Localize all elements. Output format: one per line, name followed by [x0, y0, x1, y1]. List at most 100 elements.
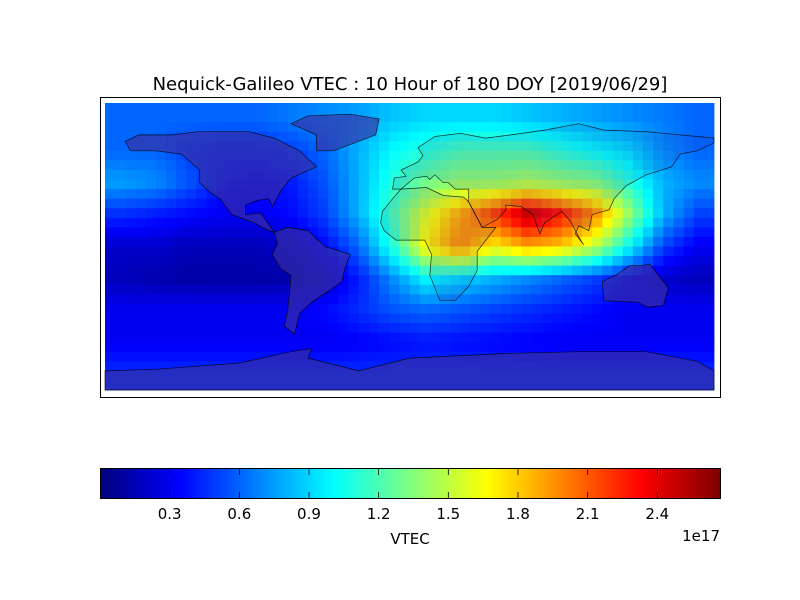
heatmap-cell — [186, 169, 197, 180]
heatmap-cell — [216, 342, 228, 353]
colorbar-segment — [215, 469, 220, 498]
heatmap-cell — [409, 141, 421, 152]
heatmap-cell — [389, 303, 400, 314]
heatmap-cell — [409, 189, 421, 200]
heatmap-cell — [267, 236, 278, 247]
colorbar-segment — [280, 469, 285, 498]
heatmap-cell — [308, 313, 319, 324]
heatmap-cell — [490, 160, 502, 171]
colorbar-segment — [305, 469, 309, 498]
heatmap-cell — [125, 313, 136, 324]
heatmap-cell — [287, 179, 299, 190]
heatmap-cell — [439, 208, 451, 219]
heatmap-cell — [368, 112, 380, 123]
heatmap-cell — [165, 150, 177, 161]
heatmap-cell — [368, 169, 380, 180]
heatmap-cell — [490, 179, 502, 190]
heatmap-cell — [683, 131, 695, 142]
heatmap-cell — [409, 198, 421, 209]
heatmap-cell — [348, 246, 360, 257]
heatmap-cell — [338, 227, 349, 238]
heatmap-cell — [480, 169, 492, 180]
heatmap-cell — [439, 342, 451, 353]
heatmap-cell — [480, 103, 492, 113]
colorbar-segment — [283, 469, 288, 498]
heatmap-cell — [196, 208, 207, 219]
heatmap-cell — [155, 246, 167, 257]
heatmap-cell — [592, 131, 603, 142]
heatmap-cell — [399, 112, 410, 123]
heatmap-cell — [379, 103, 390, 113]
heatmap-cell — [470, 294, 481, 305]
heatmap-cell — [358, 150, 370, 161]
heatmap-cell — [521, 246, 532, 257]
colorbar-segment — [336, 469, 340, 498]
heatmap-cell — [176, 198, 187, 209]
heatmap-cell — [165, 313, 177, 324]
heatmap-cell — [409, 112, 421, 123]
heatmap-cell — [653, 131, 664, 142]
heatmap-cell — [541, 217, 552, 228]
heatmap-cell — [115, 351, 126, 362]
heatmap-cell — [622, 131, 634, 142]
heatmap-cell — [521, 103, 532, 113]
heatmap-cell — [287, 131, 299, 142]
heatmap-cell — [632, 189, 644, 200]
heatmap-cell — [632, 141, 644, 152]
heatmap-cell — [622, 169, 634, 180]
heatmap-cell — [490, 265, 502, 276]
heatmap-cell — [115, 342, 126, 353]
heatmap-cell — [592, 160, 603, 171]
heatmap-cell — [216, 217, 228, 228]
heatmap-cell — [145, 189, 157, 200]
heatmap-cell — [582, 323, 593, 333]
heatmap-cell — [602, 256, 613, 267]
heatmap-cell — [135, 275, 146, 286]
colorbar-segment — [159, 469, 164, 498]
colorbar-segment — [119, 469, 124, 498]
heatmap-cell — [703, 169, 715, 180]
heatmap-cell — [389, 256, 400, 267]
heatmap-cell — [318, 332, 329, 343]
heatmap-cell — [551, 246, 563, 257]
heatmap-cell — [703, 361, 715, 372]
heatmap-cell — [450, 103, 461, 113]
colorbar-segment — [116, 469, 121, 498]
heatmap-cell — [541, 265, 552, 276]
heatmap-cell — [247, 323, 258, 333]
heatmap-cell — [338, 361, 349, 372]
heatmap-cell — [267, 217, 278, 228]
colorbar-segment — [562, 469, 566, 498]
heatmap-cell — [145, 112, 157, 123]
heatmap-cell — [460, 122, 471, 133]
heatmap-cell — [186, 275, 197, 286]
colorbar-label: VTEC — [390, 530, 429, 548]
colorbar-segment — [416, 469, 421, 498]
heatmap-cell — [439, 160, 451, 171]
heatmap-cell — [267, 246, 278, 257]
heatmap-cell — [419, 179, 431, 190]
heatmap-cell — [683, 323, 695, 333]
colorbar-segment — [555, 469, 560, 498]
heatmap-cell — [155, 160, 167, 171]
heatmap-cell — [582, 208, 593, 219]
heatmap-cell — [571, 150, 583, 161]
heatmap-cell — [236, 313, 248, 324]
heatmap-cell — [125, 236, 136, 247]
heatmap-cell — [186, 189, 197, 200]
heatmap-cell — [642, 256, 654, 267]
heatmap-cell — [287, 112, 299, 123]
heatmap-cell — [429, 150, 441, 161]
heatmap-cell — [419, 265, 431, 276]
heatmap-cell — [429, 112, 441, 123]
heatmap-cell — [490, 217, 502, 228]
heatmap-cell — [460, 189, 471, 200]
heatmap-cell — [105, 265, 116, 276]
heatmap-cell — [490, 284, 502, 295]
heatmap-cell — [257, 236, 268, 247]
heatmap-cell — [480, 342, 492, 353]
heatmap-cell — [176, 169, 187, 180]
heatmap-cell — [155, 342, 167, 353]
heatmap-cell — [247, 351, 258, 362]
continent-eurasia — [392, 123, 715, 246]
